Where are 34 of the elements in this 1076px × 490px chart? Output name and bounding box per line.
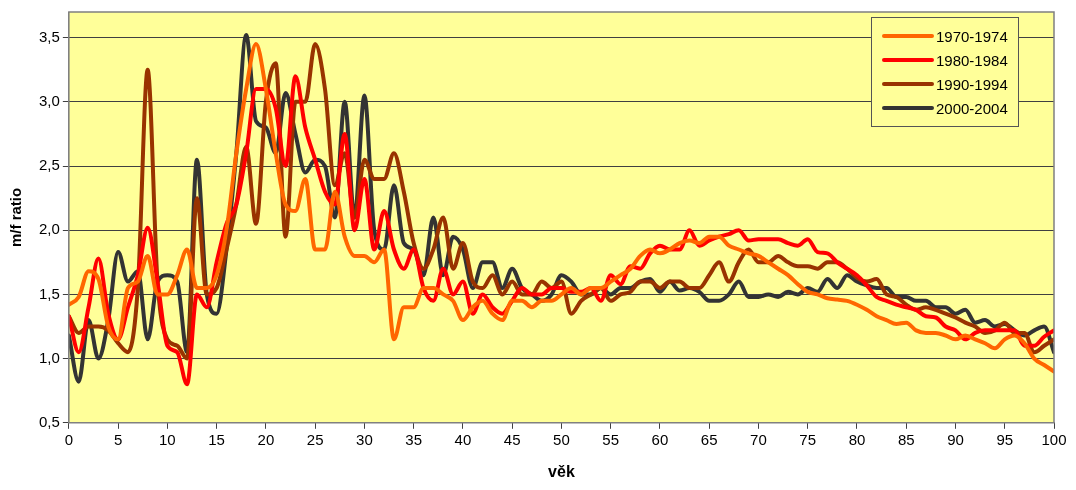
x-tick-label: 10 [159, 430, 176, 448]
x-tick-label: 50 [553, 430, 570, 448]
x-tick-label: 40 [454, 430, 472, 448]
x-tick-label: 90 [947, 430, 964, 448]
x-tick-label: 60 [651, 430, 669, 448]
x-tick-label: 75 [799, 430, 817, 448]
x-tick-label: 85 [897, 430, 915, 448]
x-tick-label: 20 [257, 430, 275, 448]
x-tick-label: 95 [996, 430, 1014, 448]
x-tick-label: 5 [113, 430, 123, 448]
x-tick-label: 30 [356, 430, 373, 448]
x-tick-label: 0 [64, 430, 74, 448]
y-tick-label: 3,5 [38, 27, 60, 45]
y-tick-label: 1,5 [38, 284, 60, 302]
legend-label: 1980-1984 [936, 51, 1008, 69]
x-axis-title: věk [548, 462, 575, 480]
x-tick-label: 80 [848, 430, 866, 448]
x-tick-label: 100 [1041, 430, 1067, 448]
x-tick-label: 55 [602, 430, 620, 448]
x-tick-label: 35 [405, 430, 422, 448]
legend-label: 2000-2004 [936, 99, 1008, 117]
y-tick-label: 1,0 [38, 348, 60, 366]
x-tick-label: 65 [700, 430, 718, 448]
y-axis-title: m/f ratio [7, 187, 25, 247]
y-tick-label: 0,5 [38, 412, 60, 430]
x-tick-label: 15 [208, 430, 225, 448]
x-tick-label: 25 [306, 430, 324, 448]
x-tick-label: 70 [750, 430, 767, 448]
y-tick-label: 2,5 [38, 156, 60, 174]
legend-label: 1970-1974 [936, 27, 1008, 45]
x-tick-label: 45 [503, 430, 521, 448]
y-tick-label: 3,0 [38, 92, 60, 109]
legend-label: 1990-1994 [936, 75, 1008, 93]
y-tick-label: 2,0 [38, 220, 60, 238]
